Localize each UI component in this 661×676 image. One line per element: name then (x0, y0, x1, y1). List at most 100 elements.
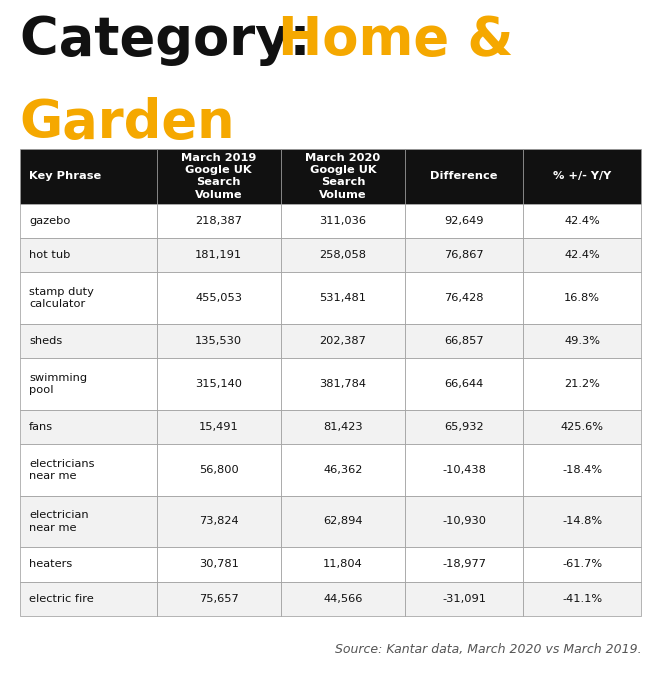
Text: 92,649: 92,649 (444, 216, 484, 226)
Bar (157, 410, 281, 444)
Text: 44,566: 44,566 (323, 594, 363, 604)
Text: 381,784: 381,784 (319, 379, 366, 389)
Text: 56,800: 56,800 (199, 465, 239, 475)
Bar (20, 272, 157, 324)
Bar (523, 324, 641, 358)
Text: 258,058: 258,058 (319, 250, 366, 260)
Bar (523, 496, 641, 548)
Bar (523, 410, 641, 444)
Bar (405, 324, 523, 358)
Text: 62,894: 62,894 (323, 516, 363, 527)
Text: 21.2%: 21.2% (564, 379, 600, 389)
Text: March 2019
Google UK
Search
Volume: March 2019 Google UK Search Volume (181, 153, 256, 200)
Bar (523, 272, 641, 324)
Bar (405, 581, 523, 616)
Text: electric fire: electric fire (29, 594, 94, 604)
Text: -14.8%: -14.8% (562, 516, 602, 527)
Bar (20, 238, 157, 272)
Text: swimming
pool: swimming pool (29, 373, 87, 395)
Text: Home &: Home & (278, 14, 513, 66)
Bar (405, 238, 523, 272)
Text: 16.8%: 16.8% (564, 293, 600, 303)
Text: 66,857: 66,857 (444, 336, 484, 346)
Bar (523, 203, 641, 238)
Bar (405, 149, 523, 203)
Bar (281, 272, 405, 324)
Text: March 2020
Google UK
Search
Volume: March 2020 Google UK Search Volume (305, 153, 381, 200)
Bar (20, 149, 157, 203)
Bar (523, 358, 641, 410)
Text: 76,867: 76,867 (444, 250, 484, 260)
Bar (405, 548, 523, 581)
Text: 202,387: 202,387 (319, 336, 366, 346)
Text: gazebo: gazebo (29, 216, 71, 226)
Bar (281, 581, 405, 616)
Bar (281, 410, 405, 444)
Text: 218,387: 218,387 (195, 216, 242, 226)
Bar (405, 203, 523, 238)
Bar (157, 203, 281, 238)
Bar (157, 444, 281, 496)
Text: 46,362: 46,362 (323, 465, 363, 475)
Bar (281, 548, 405, 581)
Bar (523, 149, 641, 203)
Text: 42.4%: 42.4% (564, 250, 600, 260)
Bar (405, 496, 523, 548)
Text: 75,657: 75,657 (199, 594, 239, 604)
Bar (405, 410, 523, 444)
Bar (405, 444, 523, 496)
Bar (157, 272, 281, 324)
Text: 181,191: 181,191 (195, 250, 242, 260)
Text: Category:: Category: (20, 14, 329, 66)
Text: 73,824: 73,824 (199, 516, 239, 527)
Text: 135,530: 135,530 (195, 336, 242, 346)
Text: 15,491: 15,491 (199, 422, 239, 432)
Bar (523, 548, 641, 581)
Bar (281, 358, 405, 410)
Bar (20, 358, 157, 410)
Bar (281, 496, 405, 548)
Text: 30,781: 30,781 (199, 560, 239, 569)
Text: stamp duty
calculator: stamp duty calculator (29, 287, 94, 310)
Bar (20, 496, 157, 548)
Bar (281, 324, 405, 358)
Text: -31,091: -31,091 (442, 594, 486, 604)
Bar (20, 324, 157, 358)
Text: 455,053: 455,053 (195, 293, 242, 303)
Bar (281, 149, 405, 203)
Bar (405, 358, 523, 410)
Text: 425.6%: 425.6% (561, 422, 603, 432)
Text: Difference: Difference (430, 171, 498, 181)
Bar (20, 548, 157, 581)
Text: 531,481: 531,481 (319, 293, 366, 303)
Bar (405, 272, 523, 324)
Text: hot tub: hot tub (29, 250, 71, 260)
Bar (523, 444, 641, 496)
Bar (20, 410, 157, 444)
Bar (281, 203, 405, 238)
Text: electricians
near me: electricians near me (29, 459, 95, 481)
Text: 11,804: 11,804 (323, 560, 363, 569)
Text: heaters: heaters (29, 560, 73, 569)
Bar (281, 444, 405, 496)
Bar (523, 581, 641, 616)
Text: 42.4%: 42.4% (564, 216, 600, 226)
Text: 315,140: 315,140 (195, 379, 242, 389)
Text: 81,423: 81,423 (323, 422, 363, 432)
Text: 76,428: 76,428 (444, 293, 484, 303)
Text: 311,036: 311,036 (319, 216, 366, 226)
Text: Source: Kantar data, March 2020 vs March 2019.: Source: Kantar data, March 2020 vs March… (334, 643, 641, 656)
Text: 65,932: 65,932 (444, 422, 484, 432)
Text: 49.3%: 49.3% (564, 336, 600, 346)
Text: 66,644: 66,644 (444, 379, 484, 389)
Bar (20, 581, 157, 616)
Text: -10,438: -10,438 (442, 465, 486, 475)
Text: -18.4%: -18.4% (562, 465, 602, 475)
Text: -61.7%: -61.7% (562, 560, 602, 569)
Bar (20, 203, 157, 238)
Bar (20, 444, 157, 496)
Bar (157, 548, 281, 581)
Text: electrician
near me: electrician near me (29, 510, 89, 533)
Bar (523, 238, 641, 272)
Bar (281, 238, 405, 272)
